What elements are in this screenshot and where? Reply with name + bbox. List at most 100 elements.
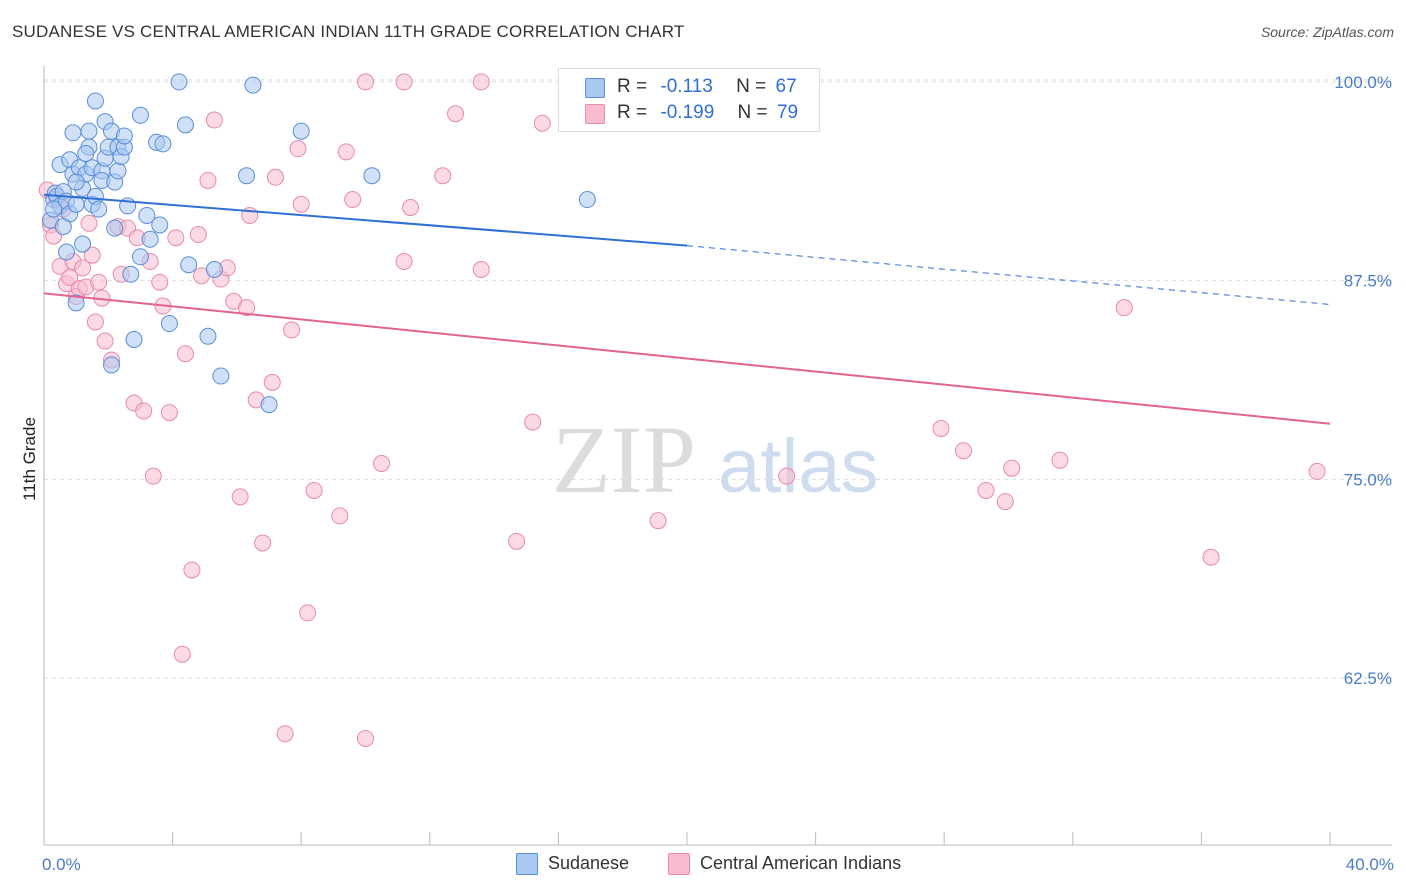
sudanese-legend-swatch: [516, 853, 538, 875]
cai-point: [344, 191, 362, 209]
y-axis-label: 11th Grade: [20, 417, 39, 501]
sudanese-point: [212, 367, 230, 385]
sudanese-point: [292, 122, 310, 140]
cai-point: [238, 299, 256, 317]
cai-swatch: [585, 104, 605, 124]
cai-point: [1115, 299, 1133, 317]
sudanese-point: [138, 206, 156, 224]
sudanese-point: [77, 144, 95, 162]
cai-point: [395, 253, 413, 271]
trend-lines: [43, 193, 1331, 425]
cai-point: [447, 105, 465, 123]
sudanese-trend-extension: [686, 245, 1331, 305]
cai-point: [337, 143, 355, 161]
cai-point: [778, 467, 796, 485]
y-tick-label: 100.0%: [1334, 73, 1392, 92]
cai-point: [357, 729, 374, 747]
cai-point: [254, 534, 272, 552]
cai-point: [61, 268, 79, 286]
cai-point: [533, 114, 551, 132]
cai-point: [96, 332, 114, 350]
sudanese-point: [578, 191, 596, 209]
cai-point: [1051, 451, 1069, 469]
watermark-atlas: atlas: [718, 424, 879, 509]
zipatlas-watermark: ZIP atlas: [552, 406, 879, 513]
cai-point: [1202, 548, 1220, 566]
cai-point: [205, 111, 223, 129]
cai-legend-swatch: [668, 853, 690, 875]
sudanese-point: [131, 106, 149, 124]
cai-point: [199, 171, 217, 189]
sudanese-point: [103, 356, 121, 374]
cai-point: [160, 404, 178, 422]
sudanese-point: [90, 200, 108, 218]
sudanese-point: [115, 127, 133, 145]
cai-point: [524, 413, 542, 431]
n-value: 79: [776, 102, 799, 123]
cai-point: [289, 140, 307, 158]
sudanese-point: [160, 315, 178, 333]
legend-label-sudanese: Sudanese: [548, 853, 630, 873]
sudanese-point: [141, 230, 159, 248]
sudanese-point: [109, 162, 127, 180]
r-value: -0.113: [660, 76, 713, 97]
sudanese-point: [67, 294, 85, 312]
chart-title: SUDANESE VS CENTRAL AMERICAN INDIAN 11TH…: [12, 22, 685, 41]
cai-point: [395, 73, 413, 91]
cai-point: [276, 725, 294, 743]
cai-point: [434, 167, 452, 185]
cai-point: [151, 273, 169, 291]
cai-point: [1308, 462, 1326, 480]
sudanese-point: [64, 124, 82, 142]
n-value: 67: [775, 76, 797, 97]
cai-point: [292, 195, 310, 213]
stats-legend: R = -0.113 N = 67 R = -0.199 N = 79: [558, 68, 820, 132]
r-value: -0.199: [660, 102, 715, 123]
r-label: R =: [617, 76, 648, 97]
cai-trend-line: [43, 292, 1331, 425]
cai-point: [144, 467, 162, 485]
cai-point: [305, 481, 323, 499]
cai-point: [954, 442, 972, 460]
cai-point: [331, 507, 349, 525]
cai-point: [86, 313, 104, 331]
cai-point: [83, 246, 101, 264]
x-tick-label-min: 0.0%: [42, 855, 81, 874]
sudanese-swatch: [585, 78, 605, 98]
cai-point: [996, 493, 1014, 511]
cai-point: [402, 198, 420, 216]
y-tick-label: 87.5%: [1344, 272, 1392, 291]
cai-point: [263, 373, 281, 391]
cai-point: [231, 488, 249, 506]
sudanese-point: [45, 200, 63, 218]
sudanese-point: [199, 327, 217, 345]
tick-labels: 62.5% 75.0% 87.5% 100.0% 0.0% 40.0%: [42, 73, 1394, 874]
r-label: R =: [617, 102, 648, 123]
cai-point: [266, 168, 284, 186]
sudanese-point: [176, 116, 194, 134]
sudanese-point: [363, 167, 381, 185]
sudanese-trend-line: [43, 193, 688, 247]
source-credit: Source: ZipAtlas.com: [1260, 24, 1394, 40]
cai-point: [176, 345, 194, 363]
cai-point: [977, 481, 995, 499]
series-legend: Sudanese Central American Indians: [0, 852, 1406, 876]
legend-label-central-american-indians: Central American Indians: [700, 853, 902, 873]
cai-point: [508, 532, 526, 550]
sudanese-point: [80, 122, 98, 140]
sudanese-point: [170, 73, 188, 91]
cai-point: [373, 454, 391, 472]
cai-point: [90, 273, 108, 291]
sudanese-point: [122, 265, 140, 283]
y-tick-label: 62.5%: [1344, 669, 1392, 688]
series-sudanese: [41, 73, 596, 414]
x-tick-label-max: 40.0%: [1346, 855, 1394, 874]
sudanese-point: [106, 219, 124, 237]
sudanese-point: [205, 260, 223, 278]
cai-point: [1003, 459, 1021, 477]
n-label: N =: [737, 102, 768, 123]
cai-point: [173, 645, 191, 663]
sudanese-point: [180, 256, 198, 274]
sudanese-point: [151, 216, 169, 234]
cai-point: [189, 226, 207, 244]
